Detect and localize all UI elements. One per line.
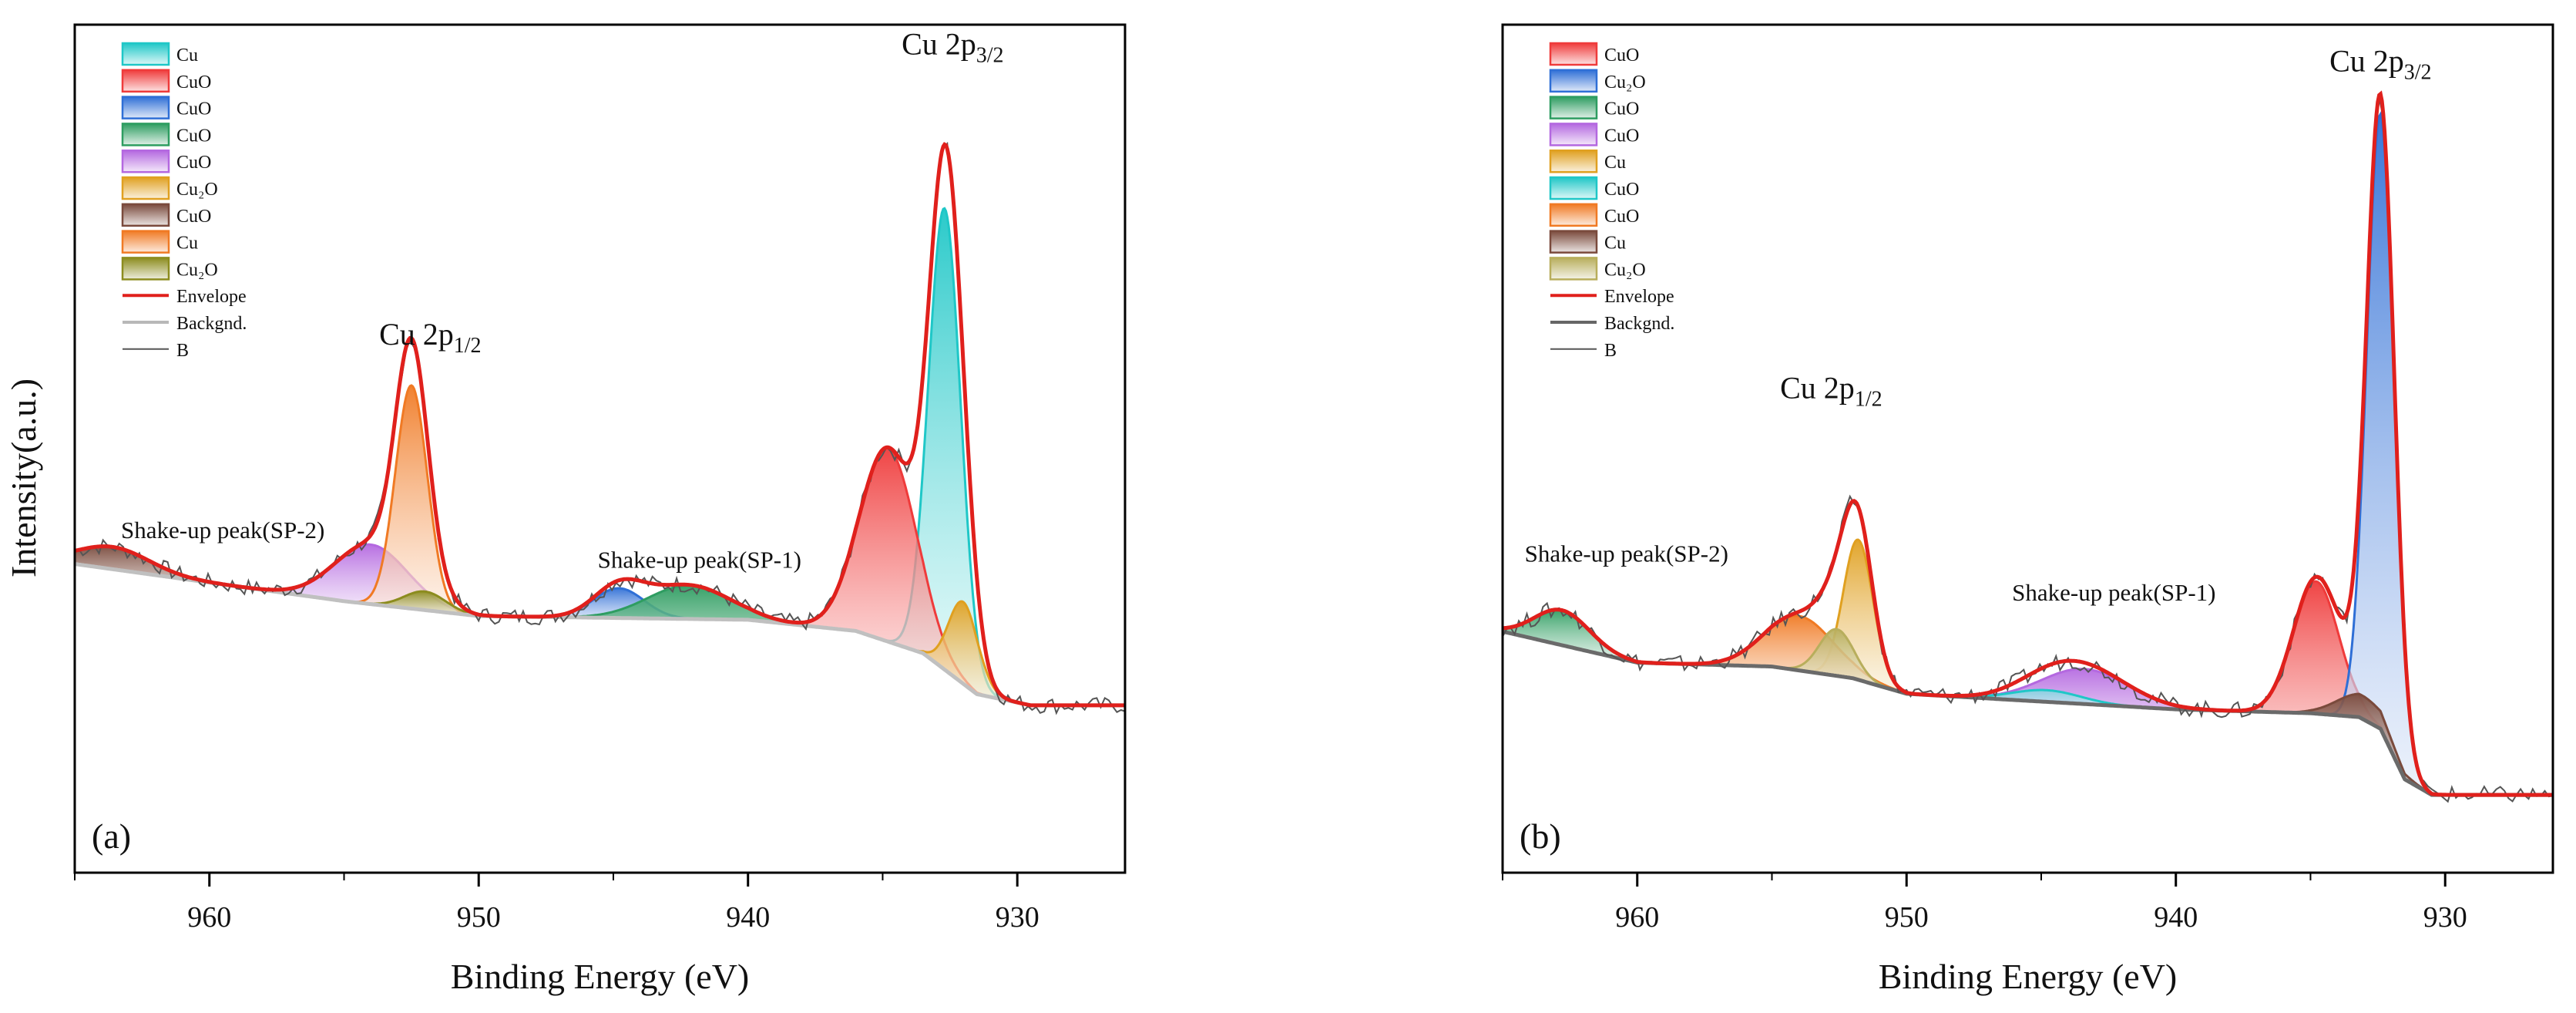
peak-title: Cu 2p1/2 bbox=[379, 317, 481, 358]
legend-label: Backgnd. bbox=[1604, 314, 1674, 334]
legend-label: CuO bbox=[1604, 180, 1639, 200]
legend-label: Cu₂O bbox=[1604, 260, 1646, 280]
legend-swatch bbox=[121, 203, 170, 227]
envelope-line bbox=[1503, 90, 2553, 797]
legend-label: CuO bbox=[176, 72, 211, 93]
x-axis-label: Binding Energy (eV) bbox=[1879, 957, 2178, 996]
legend-swatch bbox=[1549, 230, 1598, 254]
legend-label: Cu₂O bbox=[176, 180, 218, 200]
legend-label: CuO bbox=[1604, 99, 1639, 119]
x-tick-label: 960 bbox=[187, 901, 231, 934]
legend-swatch bbox=[1549, 149, 1598, 173]
x-tick-label: 930 bbox=[996, 901, 1039, 934]
peak-title: Cu 2p3/2 bbox=[2329, 44, 2431, 85]
legend-label: Envelope bbox=[176, 287, 247, 307]
legend-swatch bbox=[1549, 69, 1598, 93]
legend: CuO Cu₂O CuO CuO Cu CuO CuO Cu Cu₂O Envelope Backg… bbox=[1549, 42, 1674, 361]
legend-label: Envelope bbox=[1604, 287, 1674, 307]
legend-label: Cu bbox=[176, 45, 198, 66]
panel-label: (a) bbox=[92, 816, 131, 856]
legend-swatch bbox=[1549, 176, 1598, 200]
panel-a: 960 950 940 930 Binding Energy (eV) (a) Shake-… bbox=[73, 23, 1127, 996]
legend-label: Cu bbox=[176, 234, 198, 254]
legend-swatch bbox=[1549, 257, 1598, 281]
plot-frame bbox=[1501, 23, 2554, 874]
legend-swatch bbox=[1549, 42, 1598, 66]
panel-label: (b) bbox=[1520, 816, 1561, 856]
legend-swatch bbox=[1549, 96, 1598, 119]
legend-swatch bbox=[121, 96, 170, 119]
shake-up-label: Shake-up peak(SP-2) bbox=[121, 517, 324, 544]
legend-label: CuO bbox=[176, 153, 211, 173]
legend-label: Backgnd. bbox=[176, 314, 247, 334]
x-tick-label: 950 bbox=[457, 901, 501, 934]
legend-swatch bbox=[121, 176, 170, 200]
x-tick-label: 930 bbox=[2423, 901, 2467, 934]
legend-swatch bbox=[121, 123, 170, 146]
envelope-line bbox=[75, 142, 1125, 708]
peak-title: Cu 2p3/2 bbox=[902, 27, 1003, 68]
plot-area bbox=[75, 141, 1125, 715]
x-tick-label: 950 bbox=[1885, 901, 1929, 934]
x-axis-label: Binding Energy (eV) bbox=[451, 957, 750, 996]
x-tick-label: 960 bbox=[1615, 901, 1659, 934]
legend-label: CuO bbox=[176, 99, 211, 119]
legend-label: Cu bbox=[1604, 234, 1626, 254]
y-axis-label: Intensity(a.u.) bbox=[4, 379, 43, 577]
legend-label: B bbox=[176, 341, 189, 361]
shake-up-label: Shake-up peak(SP-1) bbox=[2012, 579, 2215, 606]
legend: Cu CuO CuO CuO CuO Cu₂O CuO Cu Cu₂O Envelope Backg… bbox=[121, 42, 247, 361]
legend-label: Cu₂O bbox=[1604, 72, 1646, 93]
legend-label: B bbox=[1604, 341, 1617, 361]
legend-swatch bbox=[1549, 203, 1598, 227]
legend-label: CuO bbox=[1604, 45, 1639, 66]
legend-label: Cu₂O bbox=[176, 260, 218, 280]
legend-swatch bbox=[121, 149, 170, 173]
shake-up-label: Shake-up peak(SP-1) bbox=[598, 546, 801, 573]
legend-label: CuO bbox=[1604, 207, 1639, 227]
legend-label: CuO bbox=[176, 207, 211, 227]
legend-label: CuO bbox=[176, 126, 211, 146]
legend-label: CuO bbox=[1604, 126, 1639, 146]
plot-area bbox=[1503, 90, 2553, 803]
legend-label: Cu bbox=[1604, 153, 1626, 173]
legend-swatch bbox=[121, 230, 170, 254]
panel-b: 960 950 940 930 Binding Energy (eV) (b) Shake-… bbox=[1501, 23, 2554, 996]
x-tick-label: 940 bbox=[726, 901, 770, 934]
legend-swatch bbox=[121, 42, 170, 66]
plot-frame bbox=[73, 23, 1127, 874]
x-tick-label: 940 bbox=[2154, 901, 2198, 934]
legend-swatch bbox=[121, 257, 170, 281]
legend-swatch bbox=[1549, 123, 1598, 146]
shake-up-label: Shake-up peak(SP-2) bbox=[1525, 540, 1728, 567]
peak-CuO-934.8 bbox=[686, 446, 1090, 707]
peak-title: Cu 2p1/2 bbox=[1780, 370, 1882, 411]
legend-swatch bbox=[121, 69, 170, 93]
peak-CuO-934.8 bbox=[2154, 580, 2478, 796]
